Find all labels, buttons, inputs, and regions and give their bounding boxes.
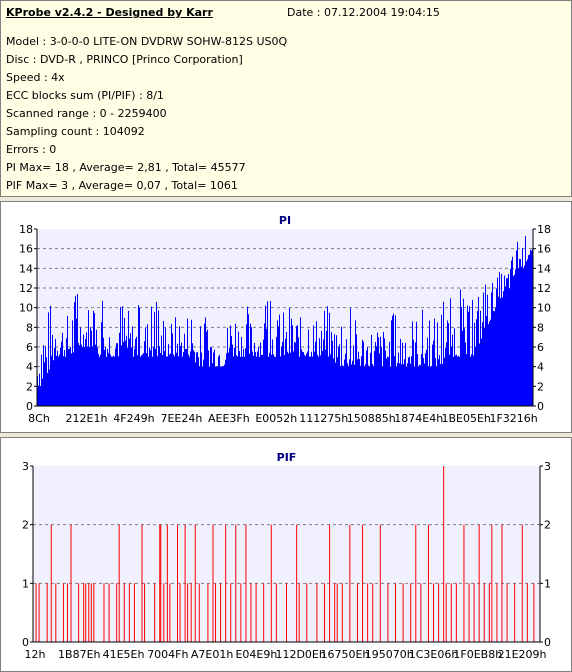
pi-xtick-label: 212E1h [66,412,108,425]
pi-ytick-right: 18 [537,223,551,236]
info-sampling-count: Sampling count : 104092 [6,125,145,138]
pi-xtick-label: 1F3216h [489,412,537,425]
scan-date: Date : 07.12.2004 19:04:15 [287,6,440,19]
pi-ytick-right: 14 [537,262,551,275]
app-title: KProbe v2.4.2 - Designed by Karr [6,6,213,19]
pif-xtick-label: 16750Eh [320,648,369,661]
info-errors: Errors : 0 [6,143,57,156]
info-panel: KProbe v2.4.2 - Designed by Karr Date : … [0,0,572,197]
pi-ytick-right: 0 [537,400,544,413]
pi-chart-panel: 0 0 2 2 4 4 6 6 8 8 10 10 12 12 14 14 16 16 18 18 PI 8Ch 212E1… [0,201,572,433]
pi-xtick-label: 1BE05Eh [441,412,490,425]
pi-ytick-right: 8 [537,321,544,334]
pi-ytick-right: 2 [537,380,544,393]
pi-ytick-left: 14 [19,262,33,275]
pi-title: PI [279,214,291,227]
pif-title: PIF [277,451,297,464]
pi-xtick-label: E0052h [255,412,297,425]
pif-xtick-label: 12h [25,648,46,661]
info-pif-stats: PIF Max= 3 , Average= 0,07 , Total= 1061 [6,179,238,192]
pi-ytick-left: 6 [26,341,33,354]
pif-chart-panel: 0 0 1 1 2 2 3 3 PIF 12h 1B87Eh 41E5Eh 7004Fh A7E01h E0… [0,437,572,672]
pif-ytick-right: 3 [544,460,551,473]
pi-xtick-label: 7EE24h [160,412,202,425]
pi-ytick-right: 12 [537,282,551,295]
pi-xtick-label: 4F249h [113,412,154,425]
pif-ytick-left: 3 [22,460,29,473]
pif-ytick-right: 2 [544,519,551,532]
pi-xtick-label: AEE3Fh [208,412,250,425]
pif-xtick-label: A7E01h [191,648,233,661]
pi-ytick-left: 4 [26,361,33,374]
pif-xtick-label: 1F0EB8h [453,648,502,661]
pi-xtick-label: 150885h [347,412,396,425]
pif-ytick-left: 0 [22,636,29,649]
info-ecc-sum: ECC blocks sum (PI/PIF) : 8/1 [6,89,164,102]
pif-ytick-left: 1 [22,577,29,590]
pif-xtick-label: 1C3E06h [409,648,459,661]
pi-ytick-left: 0 [26,400,33,413]
pif-ytick-right: 0 [544,636,551,649]
info-scanned-range: Scanned range : 0 - 2259400 [6,107,167,120]
pi-xtick-label: 1874E4h [394,412,443,425]
pif-xtick-label: 112D0Eh [275,648,325,661]
pi-ytick-left: 8 [26,321,33,334]
pif-xtick-label: 21E209h [498,648,547,661]
pi-chart: 0 0 2 2 4 4 6 6 8 8 10 10 12 12 14 14 16 16 18 18 PI 8Ch 212E1… [19,214,551,425]
pif-ytick-left: 2 [22,519,29,532]
pi-ytick-left: 2 [26,380,33,393]
pif-ytick-right: 1 [544,577,551,590]
pi-ytick-right: 6 [537,341,544,354]
pif-xtick-label: 7004Fh [147,648,188,661]
pi-ytick-left: 16 [19,243,33,256]
pif-xtick-label: 41E5Eh [103,648,145,661]
pi-ytick-right: 4 [537,361,544,374]
pi-xtick-label: 8Ch [28,412,50,425]
pif-xtick-label: 1B87Eh [58,648,100,661]
pif-xtick-label: E04E9h [235,648,277,661]
pif-chart: 0 0 1 1 2 2 3 3 PIF 12h 1B87Eh 41E5Eh 7004Fh A7E01h E0… [22,451,551,661]
info-speed: Speed : 4x [6,71,65,84]
info-model: Model : 3-0-0-0 LITE-ON DVDRW SOHW-812S … [6,35,288,48]
pi-ytick-left: 12 [19,282,33,295]
pi-ytick-right: 16 [537,243,551,256]
pi-ytick-right: 10 [537,302,551,315]
pif-xtick-label: 195070h [365,648,414,661]
info-pi-stats: PI Max= 18 , Average= 2,81 , Total= 4557… [6,161,246,174]
pi-ytick-left: 10 [19,302,33,315]
pi-ytick-left: 18 [19,223,33,236]
info-disc: Disc : DVD-R , PRINCO [Princo Corporatio… [6,53,243,66]
pi-xtick-label: 111275h [299,412,348,425]
